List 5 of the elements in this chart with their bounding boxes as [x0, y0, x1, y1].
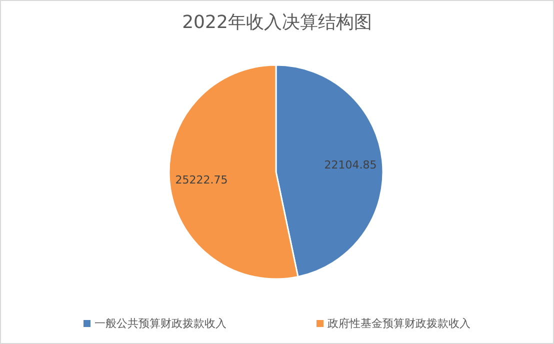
legend-label: 一般公共预算财政拨款收入 [94, 317, 226, 330]
data-label: 22104.85 [324, 158, 377, 172]
data-label: 25222.75 [175, 174, 228, 187]
legend-label: 政府性基金预算财政拨款收入 [328, 317, 470, 330]
chart-title: 2022年收入决算结构图 [182, 12, 372, 33]
